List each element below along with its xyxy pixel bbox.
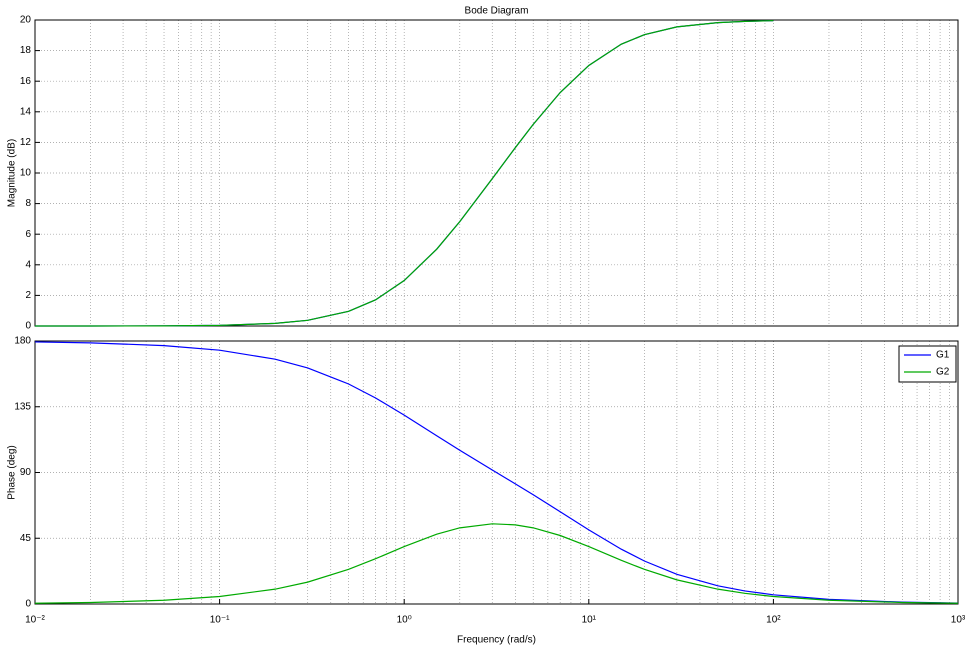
- y-tick-label: 45: [20, 533, 32, 544]
- series-line: [35, 20, 774, 327]
- series-line: [34, 341, 959, 604]
- x-tick-label: 10¹: [582, 615, 597, 626]
- y-tick-label: 10: [20, 168, 32, 179]
- y-tick-label: 14: [20, 106, 32, 117]
- legend-label: G2: [936, 367, 950, 378]
- y-tick-label: 0: [25, 599, 31, 610]
- y-tick-label: 4: [25, 259, 31, 270]
- y-tick-label: 18: [20, 45, 32, 56]
- y-tick-label: 135: [14, 401, 31, 412]
- y-axis-label: Phase (deg): [7, 445, 18, 499]
- x-tick-label: 10²: [766, 615, 781, 626]
- y-tick-label: 20: [20, 15, 32, 26]
- y-tick-label: 2: [25, 290, 31, 301]
- legend-label: G1: [936, 350, 950, 361]
- x-tick-label: 10⁻²: [25, 615, 45, 626]
- y-tick-label: 0: [25, 321, 31, 332]
- legend-box: [898, 345, 957, 383]
- chart-title: Bode Diagram: [465, 6, 529, 17]
- y-tick-label: 8: [25, 198, 31, 209]
- y-tick-label: 16: [20, 76, 32, 87]
- series-line: [34, 523, 959, 604]
- y-tick-label: 180: [14, 336, 31, 347]
- y-axis-label: Magnitude (dB): [7, 139, 18, 207]
- y-tick-label: 6: [25, 229, 31, 240]
- x-tick-label: 10⁰: [397, 615, 412, 626]
- y-tick-label: 90: [20, 467, 32, 478]
- plot-frame: [34, 340, 959, 605]
- x-axis-label: Frequency (rad/s): [457, 635, 536, 646]
- y-tick-label: 12: [20, 137, 32, 148]
- x-tick-label: 10⁻¹: [210, 615, 230, 626]
- plot-frame: [34, 19, 959, 327]
- x-tick-label: 10³: [951, 615, 966, 626]
